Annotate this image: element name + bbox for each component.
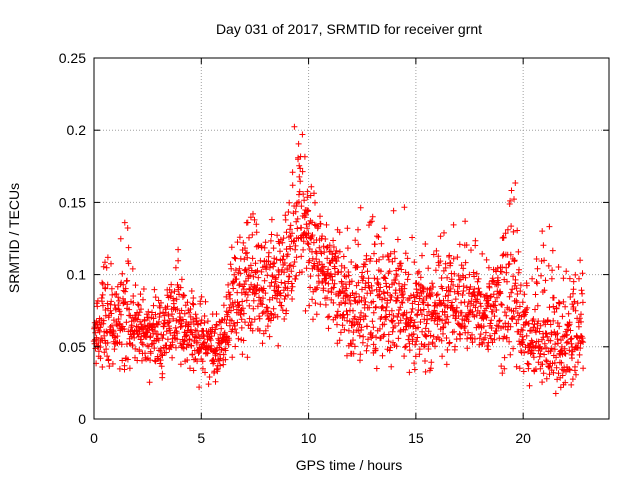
y-tick-label: 0.1	[67, 267, 87, 283]
y-axis-label: SRMTID / TECUs	[6, 183, 22, 293]
x-axis-label: GPS time / hours	[296, 457, 403, 473]
y-tick-label: 0.2	[67, 122, 87, 138]
y-tick-label: 0.15	[59, 194, 86, 210]
y-tick-label: 0.05	[59, 339, 86, 355]
x-tick-label: 0	[90, 430, 98, 446]
y-tick-label: 0.25	[59, 50, 86, 66]
plot-frame	[93, 57, 610, 420]
x-tick-label: 20	[515, 430, 531, 446]
x-tick-label: 5	[197, 430, 205, 446]
axis-ticks: 0 5 10 15 20 0 0.05 0.1 0.15 0.2 0.25	[59, 50, 609, 446]
x-tick-label: 10	[301, 430, 317, 446]
chart-title: Day 031 of 2017, SRMTID for receiver grn…	[216, 21, 482, 37]
x-tick-label: 15	[408, 430, 424, 446]
y-tick-label: 0	[78, 411, 86, 427]
